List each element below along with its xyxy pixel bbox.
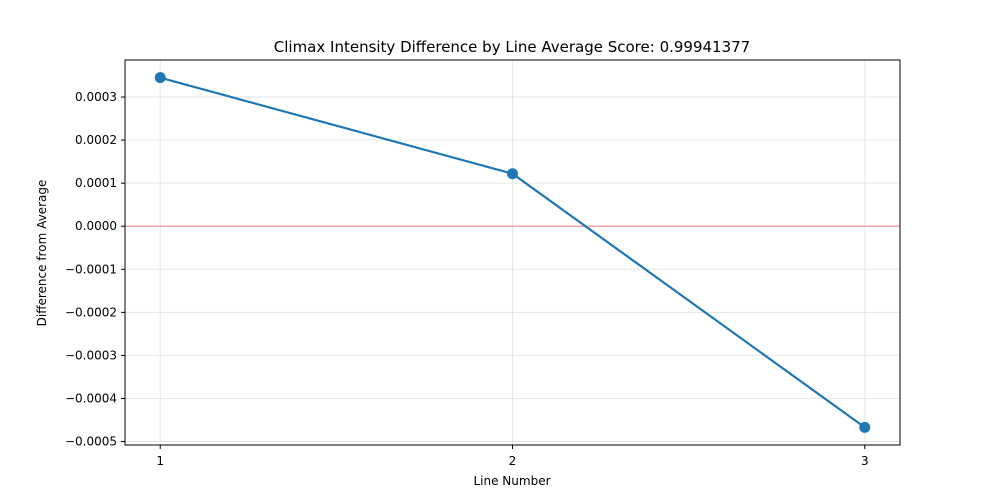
y-tick-label: 0.0003 — [75, 90, 117, 104]
data-point — [859, 421, 871, 433]
chart-title: Climax Intensity Difference by Line Aver… — [274, 38, 750, 56]
y-tick-label: −0.0003 — [65, 348, 117, 362]
y-tick-label: −0.0004 — [65, 391, 117, 405]
x-tick-label: 3 — [861, 454, 869, 468]
x-axis-ticks: 1 2 3 — [156, 445, 869, 468]
x-tick-label: 2 — [509, 454, 517, 468]
y-tick-label: 0.0001 — [75, 176, 117, 190]
y-tick-label: −0.0002 — [65, 305, 117, 319]
y-tick-label: −0.0005 — [65, 435, 117, 449]
x-axis-title: Line Number — [473, 474, 550, 488]
grid-lines — [125, 60, 900, 445]
y-tick-label: −0.0001 — [65, 262, 117, 276]
y-tick-label: 0.0002 — [75, 133, 117, 147]
x-tick-label: 1 — [156, 454, 164, 468]
y-axis-ticks: 0.0003 0.0002 0.0001 0.0000 −0.0001 −0.0002 −0… — [65, 90, 125, 449]
series-group — [154, 72, 871, 433]
y-tick-label: 0.0000 — [75, 219, 117, 233]
data-point — [507, 168, 518, 180]
y-axis-title: Difference from Average — [35, 180, 49, 327]
data-point — [154, 72, 166, 84]
